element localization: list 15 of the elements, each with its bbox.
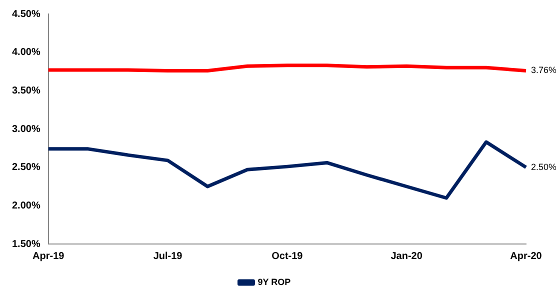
y-tick-label: 4.50% bbox=[12, 8, 40, 20]
y-tick-label: 2.50% bbox=[12, 162, 40, 174]
y-tick-label: 1.50% bbox=[12, 238, 40, 250]
y-tick-label: 2.00% bbox=[12, 200, 40, 212]
data-label: 2.50% bbox=[531, 162, 556, 172]
x-tick-label: Apr-19 bbox=[32, 250, 65, 262]
x-tick-label: Jul-19 bbox=[153, 250, 183, 262]
x-tick-label: Jan-20 bbox=[390, 250, 423, 262]
y-tick-label: 3.50% bbox=[12, 85, 40, 96]
x-tick-label: Apr-20 bbox=[510, 250, 542, 262]
data-label: 3.76% bbox=[531, 65, 556, 76]
x-tick-label: Oct-19 bbox=[272, 250, 304, 262]
y-tick-label: 3.00% bbox=[12, 124, 40, 135]
legend-label: 9Y ROP bbox=[258, 276, 291, 287]
y-tick-label: 4.00% bbox=[12, 47, 40, 58]
